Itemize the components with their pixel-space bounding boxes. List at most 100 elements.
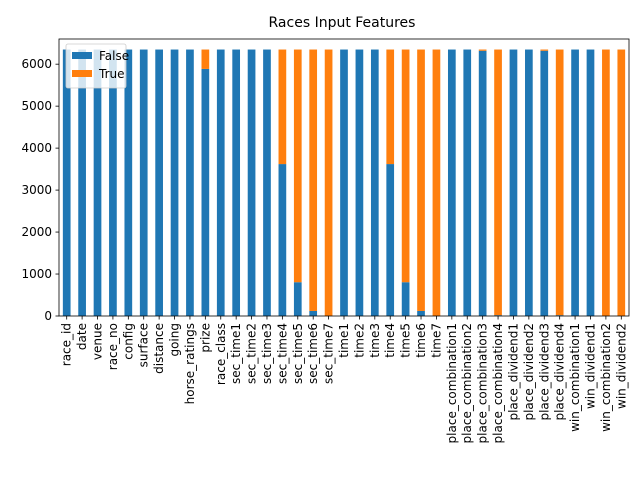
x-tick-label: time1 xyxy=(337,323,351,358)
bar-false-place_dividend1 xyxy=(509,49,518,316)
bar-false-date xyxy=(78,49,86,316)
legend-label-true: True xyxy=(98,67,125,81)
bar-false-prize xyxy=(201,68,210,316)
bar-false-win_combination1 xyxy=(571,49,579,316)
legend: False True xyxy=(65,43,129,89)
x-tick-label: date xyxy=(75,323,89,350)
x-tick-label: place_dividend1 xyxy=(506,323,520,421)
bar-true-place_combination3 xyxy=(478,49,487,51)
bar-false-distance xyxy=(155,49,163,316)
x-tick-label: place_dividend4 xyxy=(553,323,567,421)
x-tick-label: time7 xyxy=(429,323,443,358)
x-tick-label: horse_ratings xyxy=(183,323,197,404)
bar-false-race_class xyxy=(216,49,225,316)
x-tick-label: time5 xyxy=(399,323,413,358)
bar-false-sec_time3 xyxy=(263,49,271,316)
legend-label-false: False xyxy=(99,49,129,63)
x-tick-label: place_combination2 xyxy=(460,323,474,443)
x-tick-label: win_dividend2 xyxy=(614,323,628,409)
bar-true-place_combination4 xyxy=(494,49,502,316)
x-tick-label: time6 xyxy=(414,323,428,358)
x-tick-label: sec_time6 xyxy=(306,323,320,384)
bar-false-place_dividend2 xyxy=(525,49,533,316)
bar-true-time6 xyxy=(417,49,425,311)
x-tick-label: race_class xyxy=(214,323,228,385)
x-tick-label: place_combination4 xyxy=(491,323,505,443)
x-tick-label: time3 xyxy=(368,323,382,358)
bar-true-sec_time5 xyxy=(293,49,302,283)
x-tick-label: sec_time2 xyxy=(245,323,259,384)
bar-false-config xyxy=(124,49,133,316)
bar-false-place_dividend4 xyxy=(555,315,564,316)
x-tick-label: distance xyxy=(152,323,166,374)
bar-false-place_combination1 xyxy=(447,49,456,316)
bar-false-place_combination2 xyxy=(463,49,472,316)
bar-false-time2 xyxy=(355,49,364,316)
bar-true-place_dividend3 xyxy=(540,49,549,51)
x-tick-label: win_combination2 xyxy=(599,323,613,432)
x-tick-label: race_id xyxy=(60,323,74,366)
y-tick-label: 5000 xyxy=(21,99,52,113)
y-tick-label: 6000 xyxy=(21,57,52,71)
x-tick-label: sec_time4 xyxy=(275,323,289,384)
bar-false-race_no xyxy=(109,49,117,316)
x-tick-label: place_combination3 xyxy=(476,323,490,443)
bar-true-win_dividend2 xyxy=(617,49,626,316)
bar-true-win_combination2 xyxy=(602,49,610,316)
y-tick-label: 3000 xyxy=(21,183,52,197)
bar-true-time5 xyxy=(401,49,410,283)
y-axis: 0 1000 2000 3000 4000 5000 6000 xyxy=(21,57,59,323)
bar-false-time4 xyxy=(386,164,395,316)
y-tick-label: 0 xyxy=(44,309,52,323)
x-tick-label: time4 xyxy=(383,323,397,358)
y-tick-label: 2000 xyxy=(21,225,52,239)
x-tick-label: time2 xyxy=(352,323,366,358)
x-tick-label: sec_time1 xyxy=(229,323,243,384)
bar-false-place_combination3 xyxy=(478,50,487,316)
bar-false-time1 xyxy=(340,49,348,316)
x-tick-label: win_combination1 xyxy=(568,323,582,432)
bar-false-sec_time4 xyxy=(278,164,287,316)
x-tick-label: config xyxy=(121,323,135,360)
bar-false-win_dividend1 xyxy=(586,49,595,316)
bar-true-time4 xyxy=(386,49,395,165)
x-tick-label: surface xyxy=(137,323,151,367)
bar-false-sec_time5 xyxy=(293,282,302,316)
x-tick-label: race_no xyxy=(106,323,120,370)
bar-false-surface xyxy=(139,49,148,316)
legend-swatch-true xyxy=(72,70,92,77)
bar-false-place_combination4 xyxy=(494,315,502,316)
x-tick-label: place_combination1 xyxy=(445,323,459,443)
y-tick-label: 4000 xyxy=(21,141,52,155)
chart-title: Races Input Features xyxy=(269,15,416,31)
bar-false-race_id xyxy=(62,49,71,316)
axes-frame xyxy=(58,38,630,317)
x-tick-label: sec_time3 xyxy=(260,323,274,384)
legend-swatch-false xyxy=(72,52,92,59)
x-tick-label: going xyxy=(168,323,182,357)
x-tick-label: place_dividend3 xyxy=(537,323,551,421)
bar-false-time3 xyxy=(370,49,379,316)
bar-true-sec_time4 xyxy=(278,49,287,165)
x-tick-label: venue xyxy=(91,323,105,360)
x-axis: race_id date venue race_no config surface dist… xyxy=(60,316,628,443)
bar-true-sec_time6 xyxy=(309,49,318,311)
bar-true-place_dividend4 xyxy=(555,49,564,316)
x-tick-label: place_dividend2 xyxy=(522,323,536,421)
bar-true-sec_time7 xyxy=(324,49,333,316)
bar-false-sec_time1 xyxy=(232,49,241,316)
bar-false-horse_ratings xyxy=(186,49,194,316)
x-tick-label: win_dividend1 xyxy=(583,323,597,409)
x-tick-label: sec_time7 xyxy=(322,323,336,384)
bar-false-time5 xyxy=(401,282,410,316)
bar-false-venue xyxy=(93,49,102,316)
bar-false-place_dividend3 xyxy=(540,50,549,316)
bar-false-sec_time2 xyxy=(247,49,256,316)
y-tick-label: 1000 xyxy=(21,267,52,281)
bar-true-time7 xyxy=(432,49,441,316)
x-tick-label: sec_time5 xyxy=(291,323,305,384)
bar-false-time6 xyxy=(417,310,425,316)
x-tick-label: prize xyxy=(198,323,212,353)
bars-layer xyxy=(62,49,626,316)
